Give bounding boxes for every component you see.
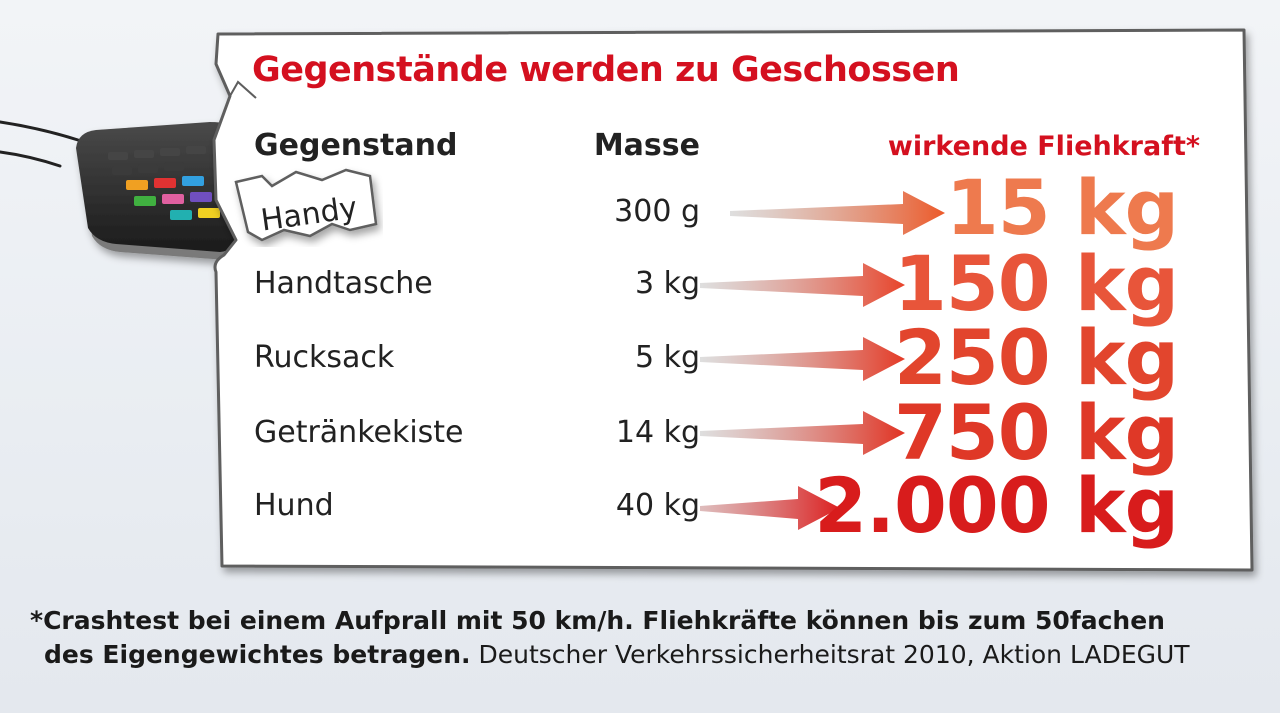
row-item: Handtasche <box>254 266 433 301</box>
row-mass: 300 g <box>614 194 700 229</box>
arrow-icon <box>700 486 840 530</box>
row-mass: 40 kg <box>615 488 700 523</box>
phone-illustration <box>76 122 244 260</box>
footnote-line2: des Eigengewichtes betragen. <box>44 640 471 669</box>
arrow-icon <box>730 191 945 235</box>
row-item-label: Handy <box>258 189 360 239</box>
handy-torn-label <box>234 168 378 242</box>
header-mass: Masse <box>593 128 700 163</box>
footnote-source: Deutscher Verkehrssicherheitsrat 2010, A… <box>478 640 1190 669</box>
footnote-line1: *Crashtest bei einem Aufprall mit 50 km/… <box>30 606 1165 635</box>
row-force: 750 kg <box>893 388 1179 477</box>
arrow-icon <box>700 263 905 307</box>
footnote: *Crashtest bei einem Aufprall mit 50 km/… <box>30 604 1190 672</box>
header-item: Gegenstand <box>254 128 458 163</box>
row-force: 15 kg <box>945 163 1179 252</box>
arrows <box>700 191 945 530</box>
header-force: wirkende Fliehkraft* <box>887 131 1200 162</box>
row-force: 2.000 kg <box>814 461 1179 550</box>
arrow-icon <box>700 337 905 381</box>
row-item: Hund <box>254 488 334 523</box>
row-force: 150 kg <box>893 239 1179 328</box>
motion-lines <box>0 120 80 168</box>
row-mass: 3 kg <box>634 266 700 301</box>
paper-card <box>212 28 1254 572</box>
row-mass: 14 kg <box>615 415 700 450</box>
row-mass: 5 kg <box>634 340 700 375</box>
row-item: Getränkekiste <box>254 415 464 450</box>
arrow-icon <box>700 411 905 455</box>
row-item: Rucksack <box>254 340 395 375</box>
row-force: 250 kg <box>893 313 1179 402</box>
page-title: Gegenstände werden zu Geschossen <box>252 50 960 90</box>
